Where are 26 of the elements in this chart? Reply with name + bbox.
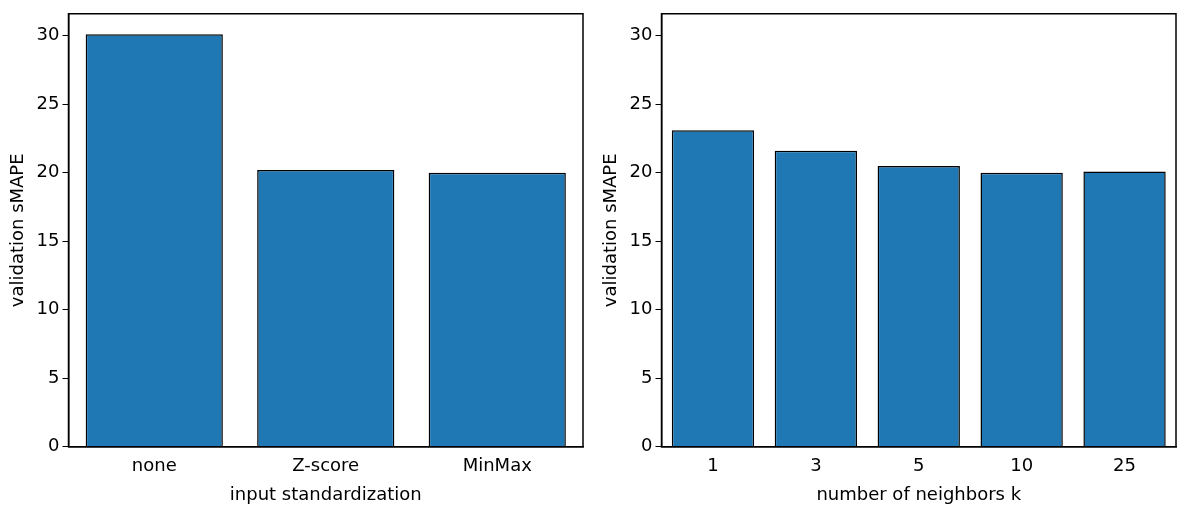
- y-tick-label: 5: [641, 365, 653, 387]
- y-tick-label: 15: [629, 228, 653, 250]
- y-tick-label: 0: [641, 434, 653, 456]
- x-tick-label: 10: [1010, 454, 1034, 476]
- x-tick-label: 1: [707, 454, 719, 476]
- x-tick-label: 5: [913, 454, 925, 476]
- y-tick-label: 0: [48, 434, 60, 456]
- y-tick-label: 5: [48, 365, 60, 387]
- y-tick-label: 25: [36, 91, 60, 113]
- y-tick-label: 20: [629, 160, 653, 182]
- x-axis-title: number of neighbors k: [816, 482, 1022, 504]
- y-tick-label: 15: [36, 228, 60, 250]
- y-tick-label: 30: [629, 23, 653, 45]
- y-tick-label: 10: [36, 297, 60, 319]
- x-tick-label: MinMax: [462, 454, 533, 476]
- x-tick-label: 25: [1113, 454, 1136, 476]
- y-tick-label: 10: [629, 297, 653, 319]
- y-tick-label: 20: [36, 160, 60, 182]
- y-tick-label: 25: [629, 91, 653, 113]
- x-tick-label: 3: [810, 454, 822, 476]
- x-axis-title: input standardization: [229, 482, 422, 504]
- x-tick-label: none: [131, 454, 177, 476]
- x-tick-label: Z-score: [292, 454, 360, 476]
- y-tick-label: 30: [36, 23, 60, 45]
- y-axis-title: validation sMAPE: [599, 153, 621, 308]
- y-axis-title: validation sMAPE: [6, 153, 28, 308]
